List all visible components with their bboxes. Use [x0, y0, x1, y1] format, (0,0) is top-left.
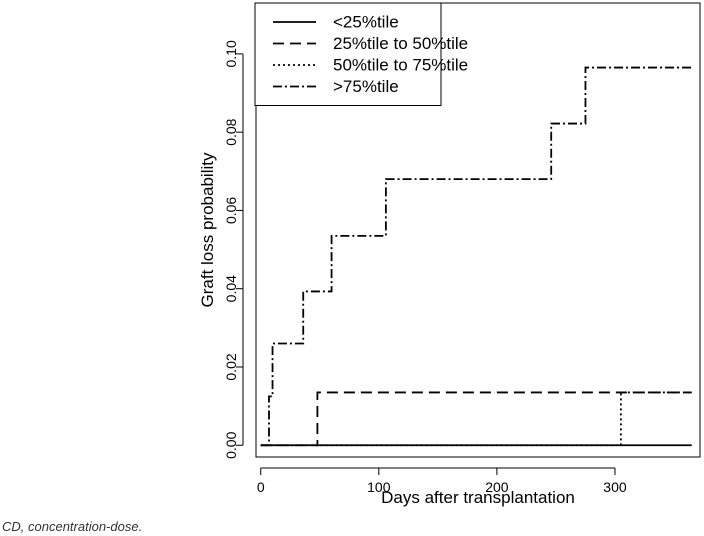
y-tick-label: 0.02: [223, 353, 239, 380]
y-tick-label: 0.08: [223, 118, 239, 145]
x-tick-label: 100: [367, 479, 391, 495]
legend-label-1: <25%tile: [333, 13, 399, 32]
y-tick-label: 0.06: [223, 197, 239, 224]
plot-frame: [255, 2, 701, 458]
legend-box: [254, 2, 442, 106]
y-tick-label: 0.00: [223, 431, 239, 458]
series-line-2: [260, 391, 692, 447]
legend-label-4: >75%tile: [333, 77, 399, 96]
legend-label-3: 50%tile to 75%tile: [333, 56, 468, 75]
y-tick-label: 0.04: [223, 275, 239, 302]
x-tick-label: 0: [257, 479, 265, 495]
x-tick-label: 300: [603, 479, 627, 495]
legend-label-2: 25%tile to 50%tile: [333, 34, 468, 53]
axes-layer: 0 100 200 300 0.00 0.02 0.04 0.06 0.08 0.10: [223, 40, 627, 495]
figure-footnote: CD, concentration-dose.: [2, 519, 143, 534]
y-tick-label: 0.10: [223, 40, 239, 67]
series-line-3: [260, 391, 692, 447]
x-axis-label: Days after transplantation: [381, 488, 575, 507]
plot-area: [255, 2, 701, 458]
legend: <25%tile 25%tile to 50%tile 50%tile to 75%…: [254, 2, 468, 106]
y-axis-label: Graft loss probability: [198, 152, 217, 307]
series-layer: [260, 66, 692, 447]
series-line-4: [260, 66, 692, 447]
x-tick-label: 200: [485, 479, 509, 495]
